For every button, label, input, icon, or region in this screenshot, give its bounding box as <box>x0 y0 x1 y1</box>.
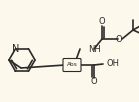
Text: O: O <box>116 34 122 43</box>
Text: Abs: Abs <box>67 63 77 68</box>
Text: NH: NH <box>88 45 101 54</box>
Text: N: N <box>12 44 19 54</box>
Text: O: O <box>91 78 97 86</box>
FancyBboxPatch shape <box>63 59 81 72</box>
Text: O: O <box>99 18 105 27</box>
Text: OH: OH <box>107 59 120 69</box>
